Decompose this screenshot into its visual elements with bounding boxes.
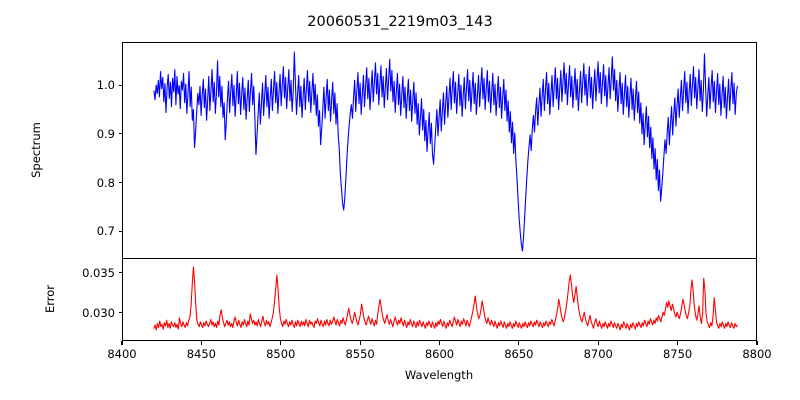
x-tick-label: 8750	[662, 347, 693, 361]
x-tickmark	[359, 341, 361, 345]
y-tick-label: 0.035	[82, 265, 115, 280]
spectrum-series-svg	[153, 51, 738, 252]
x-tick-label: 8600	[424, 347, 455, 361]
x-tick-label: 8700	[583, 347, 613, 361]
x-tickmark	[677, 341, 679, 345]
error-line	[153, 266, 738, 331]
x-tickmark	[200, 341, 202, 345]
y-tick-label: 0.7	[96, 224, 115, 239]
x-tickmark	[121, 341, 123, 345]
x-tick-label: 8650	[504, 347, 534, 361]
spectrum-plot-area	[122, 42, 757, 259]
x-tickmark	[280, 341, 282, 345]
y-tickmark	[118, 182, 122, 184]
y-tick-label: 0.8	[96, 175, 115, 190]
y-tickmark	[118, 312, 122, 314]
x-tick-label: 8550	[345, 347, 375, 361]
x-tickmark	[438, 341, 441, 345]
x-tick-label: 8800	[742, 347, 772, 361]
error-plot-area	[122, 258, 757, 341]
y-axis-label-spectrum: Spectrum	[29, 122, 43, 178]
error-series-svg	[153, 266, 738, 331]
y-tickmark	[118, 230, 122, 232]
x-tickmark	[756, 341, 758, 345]
x-tick-label: 8450	[186, 347, 217, 361]
y-tick-label: 0.030	[82, 305, 115, 320]
y-axis-label-error: Error	[43, 284, 57, 314]
y-tick-label: 0.9	[96, 126, 115, 141]
y-tickmark	[118, 271, 122, 274]
x-tick-label: 8400	[107, 347, 137, 361]
y-tickmark	[118, 133, 122, 135]
page-title: 20060531_2219m03_143	[307, 14, 493, 30]
y-tickmark	[118, 84, 122, 86]
x-tickmark	[597, 341, 599, 345]
x-tick-label: 8500	[266, 347, 296, 361]
x-axis-label: Wavelength	[404, 368, 474, 382]
y-tick-label: 1.0	[96, 78, 115, 93]
spectrum-line	[153, 51, 738, 252]
x-tickmark	[518, 341, 520, 345]
